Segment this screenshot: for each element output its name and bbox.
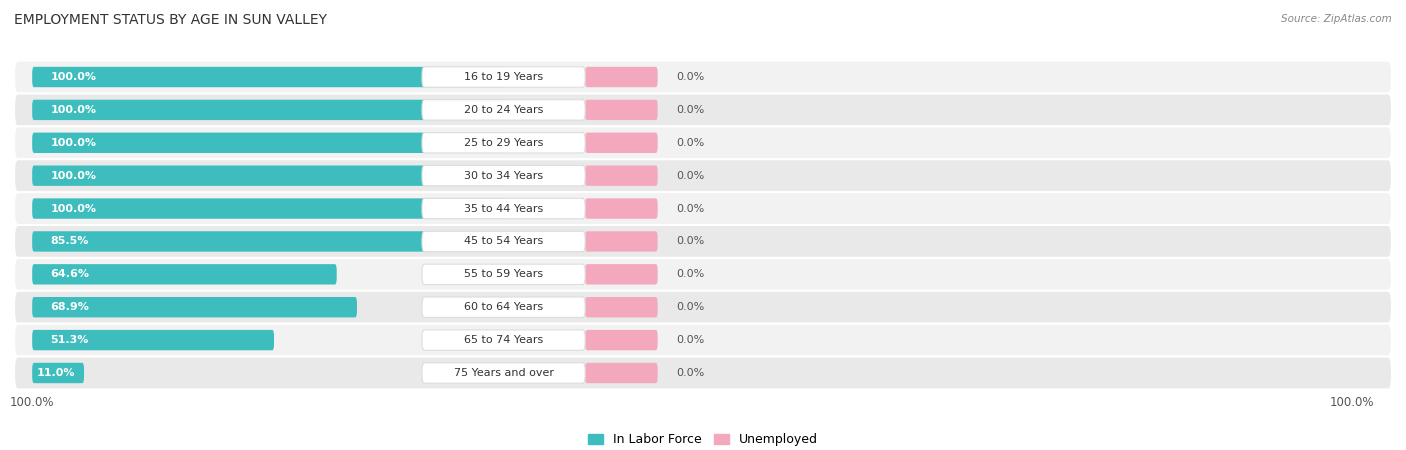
FancyBboxPatch shape (14, 126, 1392, 159)
FancyBboxPatch shape (14, 192, 1392, 225)
FancyBboxPatch shape (32, 67, 503, 87)
Text: 0.0%: 0.0% (676, 236, 704, 247)
FancyBboxPatch shape (32, 198, 503, 219)
FancyBboxPatch shape (585, 330, 658, 350)
FancyBboxPatch shape (422, 330, 585, 350)
Text: 16 to 19 Years: 16 to 19 Years (464, 72, 543, 82)
FancyBboxPatch shape (32, 231, 436, 252)
FancyBboxPatch shape (585, 100, 658, 120)
Text: 65 to 74 Years: 65 to 74 Years (464, 335, 543, 345)
Text: 0.0%: 0.0% (676, 72, 704, 82)
FancyBboxPatch shape (32, 264, 336, 284)
Text: 20 to 24 Years: 20 to 24 Years (464, 105, 543, 115)
FancyBboxPatch shape (14, 61, 1392, 94)
FancyBboxPatch shape (14, 324, 1392, 356)
Text: 100.0%: 100.0% (10, 396, 55, 409)
FancyBboxPatch shape (14, 159, 1392, 192)
Text: 75 Years and over: 75 Years and over (454, 368, 554, 378)
Text: 100.0%: 100.0% (1329, 396, 1374, 409)
Text: 68.9%: 68.9% (51, 302, 89, 312)
Text: 64.6%: 64.6% (51, 270, 90, 279)
FancyBboxPatch shape (422, 231, 585, 252)
Text: 60 to 64 Years: 60 to 64 Years (464, 302, 543, 312)
Text: 35 to 44 Years: 35 to 44 Years (464, 203, 543, 214)
Text: EMPLOYMENT STATUS BY AGE IN SUN VALLEY: EMPLOYMENT STATUS BY AGE IN SUN VALLEY (14, 14, 328, 27)
FancyBboxPatch shape (422, 198, 585, 219)
FancyBboxPatch shape (585, 297, 658, 317)
FancyBboxPatch shape (422, 100, 585, 120)
FancyBboxPatch shape (32, 330, 274, 350)
FancyBboxPatch shape (14, 225, 1392, 258)
FancyBboxPatch shape (585, 264, 658, 284)
Text: 100.0%: 100.0% (51, 105, 97, 115)
Text: 0.0%: 0.0% (676, 335, 704, 345)
Text: 45 to 54 Years: 45 to 54 Years (464, 236, 543, 247)
FancyBboxPatch shape (14, 291, 1392, 324)
Text: 0.0%: 0.0% (676, 203, 704, 214)
FancyBboxPatch shape (585, 166, 658, 186)
FancyBboxPatch shape (422, 264, 585, 284)
FancyBboxPatch shape (32, 166, 503, 186)
FancyBboxPatch shape (422, 363, 585, 383)
Legend: In Labor Force, Unemployed: In Labor Force, Unemployed (583, 428, 823, 450)
FancyBboxPatch shape (14, 356, 1392, 389)
FancyBboxPatch shape (32, 100, 503, 120)
Text: 30 to 34 Years: 30 to 34 Years (464, 171, 543, 180)
FancyBboxPatch shape (585, 67, 658, 87)
FancyBboxPatch shape (585, 363, 658, 383)
FancyBboxPatch shape (422, 297, 585, 317)
FancyBboxPatch shape (422, 67, 585, 87)
Text: 0.0%: 0.0% (676, 105, 704, 115)
FancyBboxPatch shape (585, 133, 658, 153)
Text: 100.0%: 100.0% (51, 138, 97, 148)
FancyBboxPatch shape (14, 258, 1392, 291)
Text: 51.3%: 51.3% (51, 335, 89, 345)
Text: Source: ZipAtlas.com: Source: ZipAtlas.com (1281, 14, 1392, 23)
Text: 85.5%: 85.5% (51, 236, 89, 247)
Text: 0.0%: 0.0% (676, 302, 704, 312)
FancyBboxPatch shape (422, 133, 585, 153)
FancyBboxPatch shape (422, 166, 585, 186)
Text: 25 to 29 Years: 25 to 29 Years (464, 138, 543, 148)
FancyBboxPatch shape (585, 231, 658, 252)
Text: 0.0%: 0.0% (676, 368, 704, 378)
Text: 100.0%: 100.0% (51, 171, 97, 180)
FancyBboxPatch shape (32, 297, 357, 317)
Text: 55 to 59 Years: 55 to 59 Years (464, 270, 543, 279)
Text: 100.0%: 100.0% (51, 203, 97, 214)
FancyBboxPatch shape (14, 94, 1392, 126)
Text: 0.0%: 0.0% (676, 171, 704, 180)
Text: 100.0%: 100.0% (51, 72, 97, 82)
FancyBboxPatch shape (585, 198, 658, 219)
Text: 0.0%: 0.0% (676, 270, 704, 279)
FancyBboxPatch shape (32, 133, 503, 153)
Text: 11.0%: 11.0% (37, 368, 75, 378)
FancyBboxPatch shape (32, 363, 84, 383)
Text: 0.0%: 0.0% (676, 138, 704, 148)
